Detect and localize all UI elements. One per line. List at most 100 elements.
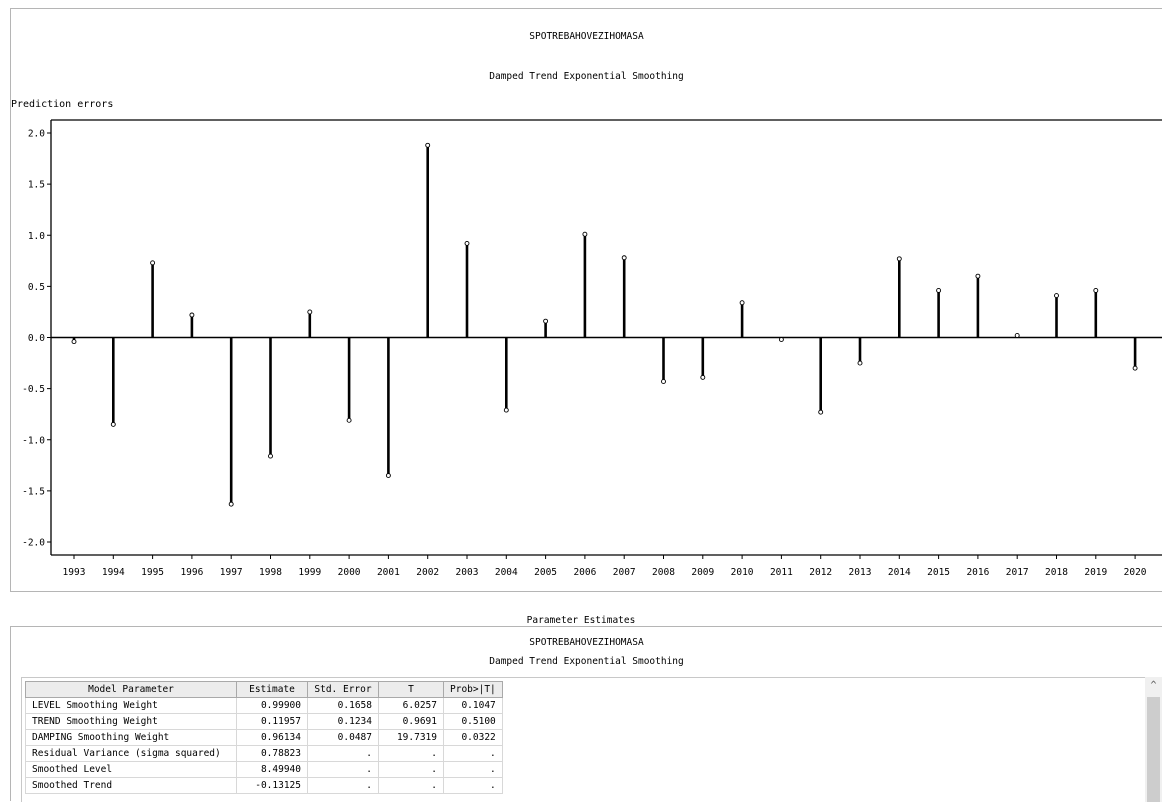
x-tick-label: 2002 [416,567,439,578]
error-point [936,288,942,293]
y-tick-label: 0.0 [28,333,45,344]
error-point [1014,333,1020,338]
y-tick-label: 0.5 [28,282,45,293]
error-point [739,300,745,306]
x-tick-label: 2008 [652,567,675,578]
parameter-value-cell: 0.0487 [307,729,379,746]
params-caption: Parameter Estimates [522,615,640,628]
error-point [110,421,116,427]
parameter-name-cell: Smoothed Trend [25,777,237,794]
scroll-thumb[interactable] [1147,697,1160,802]
error-point [503,407,509,413]
prediction-errors-chart: 2.0 1.5 1.0 0.5 0.0 -0.5 -1.0 -1.5 -2.0 1993 1994 1… [22,119,1162,578]
parameter-table: Model Parameter Estimate Std. Error T Pr… [25,681,503,794]
x-tick-label: 2012 [809,567,832,578]
y-tick-label: -1.5 [22,486,45,497]
table-viewport [21,677,1162,802]
x-tick-label: 2014 [888,567,911,578]
x-tick-label: 2005 [534,567,557,578]
error-point [818,409,824,415]
chart-title: SPOTREBAHOVEZIHOMASA [529,31,644,42]
scroll-up-icon[interactable]: ^ [1150,680,1157,691]
table-row: Smoothed Trend -0.13125... [25,777,503,794]
table-row: DAMPING Smoothing Weight 0.96134 0.0487 19.… [25,729,503,746]
x-tick-label: 2010 [731,567,754,578]
header-std-error: Std. Error [307,681,379,698]
table-row: Residual Variance (sigma squared) 0.78823… [25,745,503,762]
x-tick-label: 2004 [495,567,518,578]
header-t: T [378,681,444,698]
error-point [1093,288,1099,293]
x-tick-label: 1996 [180,567,203,578]
header-model-parameter: Model Parameter [25,681,237,698]
x-tick-label: 1998 [259,567,282,578]
error-point [425,142,431,148]
parameter-value-cell: . [443,745,503,762]
x-tick-label: 1995 [141,567,164,578]
parameter-value-cell: 8.49940 [236,761,308,778]
parameter-value-cell: . [443,761,503,778]
y-tick-label: 2.0 [28,129,45,140]
params-caption-wrap: Parameter Estimates [0,615,1162,628]
error-point [621,255,627,261]
x-tick-label: 2019 [1084,567,1107,578]
error-point [543,318,549,324]
y-tick-label: 1.0 [28,231,45,242]
parameter-value-cell: 0.1234 [307,713,379,730]
y-tick-label: -2.0 [22,538,45,549]
parameter-value-cell: 0.96134 [236,729,308,746]
parameter-value-cell: 0.0322 [443,729,503,746]
parameter-value-cell: . [307,761,379,778]
parameter-value-cell: 0.1047 [443,697,503,714]
x-tick-label: 2018 [1045,567,1068,578]
x-tick-label: 2007 [613,567,636,578]
parameter-value-cell: . [378,777,444,794]
x-tick-label: 2000 [338,567,361,578]
y-tick-label: 1.5 [28,180,45,191]
parameter-name-cell: LEVEL Smoothing Weight [25,697,237,714]
x-tick-label: 2011 [770,567,793,578]
params-title: SPOTREBAHOVEZIHOMASA [529,637,644,648]
error-point [346,417,352,423]
error-point [385,473,391,478]
error-point [661,379,666,384]
error-point [189,312,195,318]
y-axis-title: Prediction errors [11,99,114,110]
error-point [778,337,784,342]
x-tick-label: 2020 [1124,567,1147,578]
parameter-value-cell: 0.5100 [443,713,503,730]
parameter-name-cell: TREND Smoothing Weight [25,713,237,730]
vertical-scrollbar[interactable]: ^ [1145,677,1162,802]
error-point [700,374,706,380]
table-row: LEVEL Smoothing Weight 0.99900 0.1658 6.025… [25,697,503,714]
y-tick-label: -1.0 [22,435,45,446]
parameter-value-cell: 6.0257 [378,697,444,714]
parameter-value-cell: . [307,777,379,794]
error-point [307,309,313,315]
x-tick-label: 1993 [63,567,86,578]
parameter-value-cell: 0.78823 [236,745,308,762]
x-tick-label: 2009 [691,567,714,578]
error-point [464,240,470,246]
parameter-value-cell: -0.13125 [236,777,308,794]
error-point [150,260,156,266]
x-tick-label: 2016 [966,567,989,578]
error-point [1054,293,1059,299]
error-point [896,256,902,262]
parameter-value-cell: . [307,745,379,762]
chart-panel: SPOTREBAHOVEZIHOMASA Damped Trend Expone… [10,8,1162,592]
x-tick-label: 2001 [377,567,400,578]
header-prob: Prob>|T| [443,681,503,698]
parameter-value-cell: . [378,761,444,778]
error-point [228,501,234,507]
error-point [975,273,981,279]
parameter-value-cell: 0.11957 [236,713,308,730]
error-point [268,453,273,459]
parameter-value-cell: 0.99900 [236,697,308,714]
table-row: TREND Smoothing Weight 0.11957 0.1234 0.969… [25,713,503,730]
x-tick-label: 1997 [220,567,243,578]
parameter-value-cell: 0.9691 [378,713,444,730]
table-body: LEVEL Smoothing Weight 0.99900 0.1658 6.025… [25,697,503,794]
parameter-value-cell: . [443,777,503,794]
x-tick-label: 2017 [1006,567,1029,578]
